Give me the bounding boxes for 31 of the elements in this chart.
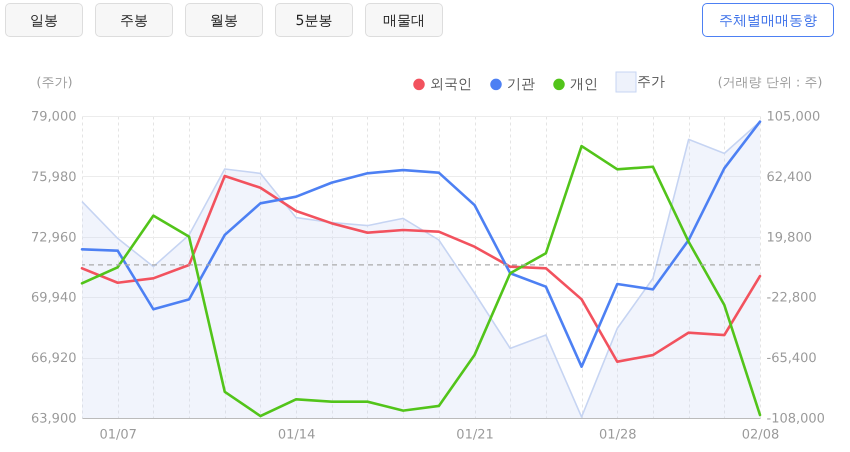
- y2-tick-label: 62,400: [766, 170, 812, 185]
- legend-label: 외국인: [430, 76, 472, 92]
- line-series: [80, 120, 762, 368]
- y2-tick-label: 19,800: [766, 230, 812, 246]
- button: 일봉: [5, 3, 83, 37]
- x-tick-label: 01/14: [278, 428, 316, 442]
- x-tick-label: 02/08: [742, 428, 780, 442]
- x-tick-label: 01/07: [99, 428, 137, 442]
- button: 주체별매매동향: [702, 3, 834, 37]
- button: 매물대: [365, 3, 443, 37]
- legend-label: 개인: [570, 76, 598, 92]
- y-tick-label: 79,000: [31, 110, 76, 124]
- y2-tick-label: -22,800: [766, 290, 817, 306]
- button: 주봉: [95, 3, 173, 37]
- y2-tick-label: -108,000: [766, 412, 825, 426]
- y-tick-label: 72,960: [31, 230, 76, 246]
- y-tick-label: 63,900: [31, 412, 76, 426]
- button: 월봉: [185, 3, 263, 37]
- legend-label: 기관: [507, 76, 535, 92]
- button: 5분봉: [275, 3, 353, 37]
- y-tick-label: 75,980: [31, 170, 76, 185]
- x-tick-label: 01/28: [599, 428, 636, 442]
- y2-tick-label: -65,400: [766, 351, 817, 366]
- x-tick-label: 01/21: [456, 428, 494, 442]
- line-series: [80, 174, 762, 364]
- y-axis-title: (주가): [36, 76, 73, 90]
- y2-tick-label: 105,000: [766, 110, 820, 124]
- y-tick-label: 66,920: [31, 351, 76, 366]
- y-tick-label: 69,940: [31, 290, 76, 306]
- legend-label: 주가: [637, 74, 665, 90]
- y2-axis-title: (거래량 단위 : 주): [718, 76, 822, 90]
